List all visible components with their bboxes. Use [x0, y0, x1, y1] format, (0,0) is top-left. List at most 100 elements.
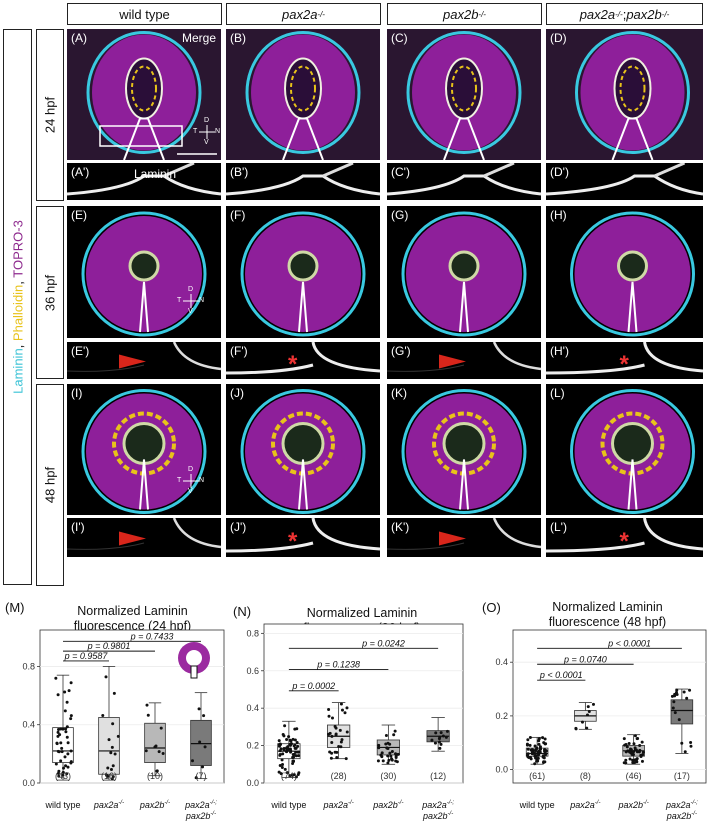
data-point [574, 726, 578, 730]
category-label: pax2a-/-; [184, 800, 217, 810]
box [525, 735, 549, 766]
data-point [526, 752, 530, 756]
eye-image [81, 211, 207, 337]
micrograph-panel: (C) [387, 29, 541, 160]
data-point [543, 760, 547, 764]
plot-frame [39, 629, 225, 784]
data-point [525, 753, 529, 757]
data-point [69, 681, 73, 685]
data-point [288, 774, 292, 778]
data-point [525, 743, 529, 747]
laminin-inset: (F') * [226, 342, 380, 379]
data-point [381, 759, 385, 763]
data-point [61, 773, 65, 777]
boxplot-(O): 0.0 0.2 0.4 (61) wild type (8) pax2a-/- (46) pax… [495, 629, 707, 821]
laminin-inset: (H') * [546, 342, 703, 379]
data-point [536, 759, 540, 763]
data-point [537, 742, 541, 746]
data-point [291, 737, 295, 741]
data-point [544, 753, 548, 757]
data-point [574, 727, 578, 731]
compass-n: N [199, 297, 205, 304]
data-point [631, 761, 635, 765]
data-point [541, 755, 545, 759]
data-point [538, 747, 542, 751]
y-tick-label: 0.6 [246, 666, 259, 676]
data-point [281, 752, 285, 756]
data-point [63, 755, 67, 759]
data-point [537, 739, 541, 743]
y-tick-label: 0.2 [246, 741, 259, 751]
category-label: pax2b-/- [372, 800, 403, 810]
box [376, 724, 400, 765]
box-iqr [327, 724, 351, 748]
data-point [671, 706, 675, 710]
stage-label: 24 hpf [42, 96, 58, 134]
data-point [673, 711, 677, 715]
data-point [622, 761, 626, 765]
stage-box-1: 24 hpf [36, 29, 64, 201]
data-point [533, 751, 537, 755]
data-point [295, 727, 299, 731]
laminin-trace [546, 342, 703, 375]
box-iqr [525, 747, 549, 757]
box-iqr [144, 722, 166, 763]
data-point [541, 760, 545, 764]
n-label: (16) [101, 771, 117, 781]
data-point [626, 749, 630, 753]
data-point [537, 749, 541, 753]
data-point [437, 737, 441, 741]
n-label: (12) [430, 771, 446, 781]
data-point [637, 750, 641, 754]
data-point [289, 743, 293, 747]
data-point [535, 746, 539, 750]
data-point [624, 761, 628, 765]
data-point [541, 754, 545, 758]
data-point [438, 735, 442, 739]
data-point [54, 676, 58, 680]
data-point [67, 689, 71, 693]
p-value-label: p = 0.9587 [64, 651, 109, 661]
data-point [537, 752, 541, 756]
compass-n: N [199, 477, 205, 484]
data-point [675, 693, 679, 697]
data-point [296, 744, 300, 748]
eye-image [81, 389, 207, 514]
data-point [291, 759, 295, 763]
data-point [635, 757, 639, 761]
n-label: (43) [55, 771, 71, 781]
laminin-inset: (D') [546, 163, 703, 200]
data-point [384, 734, 388, 738]
panel-label-n: (N) [233, 604, 252, 619]
data-point [533, 754, 537, 758]
data-point [292, 755, 296, 759]
panel-label: (G) [391, 208, 409, 222]
data-point [543, 749, 547, 753]
compass-t: T [177, 477, 182, 484]
box [190, 692, 212, 780]
data-point [533, 748, 537, 752]
stage-label: 48 hpf [42, 466, 58, 504]
data-point [386, 754, 390, 758]
category-label-line2: pax2b-/- [422, 811, 453, 821]
data-point [542, 760, 546, 764]
data-point [110, 777, 114, 781]
data-point [345, 730, 349, 734]
data-point [630, 752, 634, 756]
laminin-inset: (J') * [226, 518, 380, 557]
data-point [385, 746, 389, 750]
data-point [296, 773, 300, 777]
y-tick-label: 0.8 [22, 661, 35, 671]
micrograph-panel: (I) D T N V [67, 384, 221, 515]
inset-label: (C') [391, 165, 410, 179]
data-point [57, 769, 61, 773]
compass-t: T [193, 128, 198, 135]
data-point [104, 675, 108, 679]
data-point [280, 766, 284, 770]
data-point [333, 750, 337, 754]
data-point [439, 731, 443, 735]
data-point [641, 750, 645, 754]
data-point [56, 734, 60, 738]
data-point [533, 744, 537, 748]
data-point [111, 722, 115, 726]
